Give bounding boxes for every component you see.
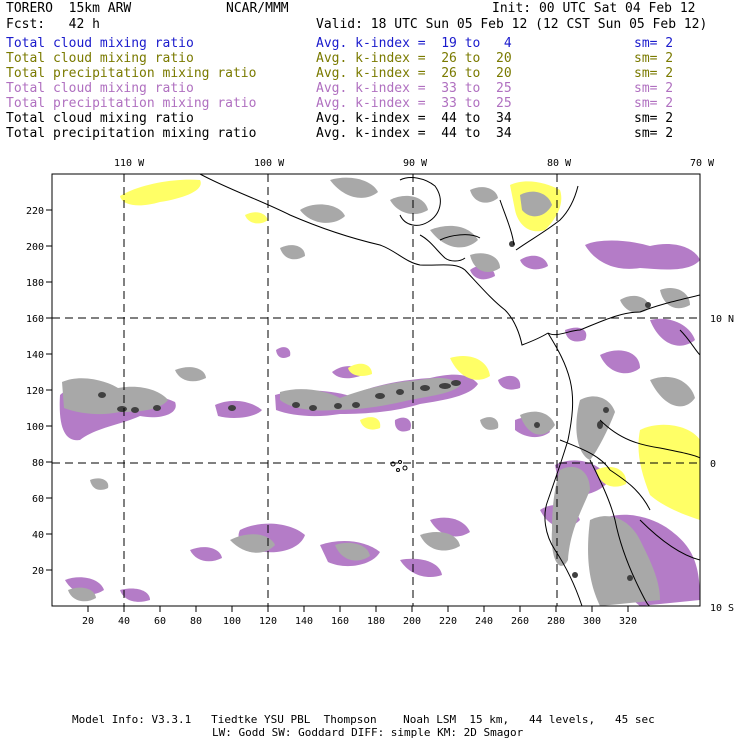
- legend-field: Total precipitation mixing ratio: [6, 126, 257, 141]
- x-tick-label: 160: [331, 616, 349, 627]
- x-tick-label: 200: [403, 616, 421, 627]
- lon-label: 70 W: [690, 158, 715, 169]
- forecast-hour: Fcst: 42 h: [6, 17, 100, 32]
- org-label: NCAR/MMM: [226, 1, 289, 16]
- x-tick-label: 140: [295, 616, 313, 627]
- legend-smooth: sm= 2: [634, 36, 674, 51]
- y-tick-label: 100: [26, 422, 44, 433]
- legend-smooth: sm= 2: [634, 126, 674, 141]
- init-time: Init: 00 UTC Sat 04 Feb 12: [492, 1, 696, 16]
- x-tick-label: 80: [190, 616, 202, 627]
- legend-row: Total cloud mixing ratio Avg. k-index = …: [6, 81, 726, 96]
- galapagos-islands: [390, 460, 408, 472]
- x-tick-label: 300: [583, 616, 601, 627]
- y-axis: 220 200 180 160 140 120 100 80 60 40 20: [26, 206, 52, 577]
- legend-index: Avg. k-index = 44 to 34: [316, 111, 512, 126]
- x-tick-label: 120: [259, 616, 277, 627]
- x-tick-label: 320: [619, 616, 637, 627]
- valid-time: Valid: 18 UTC Sun 05 Feb 12 (12 CST Sun …: [316, 17, 708, 32]
- x-tick-label: 40: [118, 616, 130, 627]
- x-tick-label: 280: [547, 616, 565, 627]
- x-tick-label: 260: [511, 616, 529, 627]
- legend-field: Total cloud mixing ratio: [6, 51, 194, 66]
- y-tick-label: 200: [26, 242, 44, 253]
- legend-index: Avg. k-index = 19 to 4: [316, 36, 512, 51]
- y-tick-label: 80: [32, 458, 44, 469]
- physics-info: LW: Godd SW: Goddard DIFF: simple KM: 2D…: [212, 726, 524, 739]
- x-tick-label: 60: [154, 616, 166, 627]
- gray-cloud-areas: [62, 177, 695, 606]
- lon-label: 100 W: [254, 158, 285, 169]
- x-tick-label: 220: [439, 616, 457, 627]
- y-tick-label: 160: [26, 314, 44, 325]
- coastlines: [199, 174, 700, 606]
- dark-cores: [98, 241, 651, 581]
- legend-index: Avg. k-index = 44 to 34: [316, 126, 512, 141]
- legend-field: Total cloud mixing ratio: [6, 81, 194, 96]
- legend-smooth: sm= 2: [634, 51, 674, 66]
- legend-field: Total precipitation mixing ratio: [6, 66, 257, 81]
- legend-row: Total precipitation mixing ratio Avg. k-…: [6, 126, 726, 141]
- forecast-map: 20 40 60 80 100 120 140 160 180 200 220 240 260 280 30…: [26, 158, 734, 627]
- lon-label: 90 W: [403, 158, 428, 169]
- model-title: TORERO 15km ARW: [6, 1, 132, 16]
- lat-label: 0: [710, 459, 716, 470]
- legend-row: Total precipitation mixing ratio Avg. k-…: [6, 66, 726, 81]
- x-tick-label: 20: [82, 616, 94, 627]
- legend-index: Avg. k-index = 26 to 20: [316, 51, 512, 66]
- model-info: Model Info: V3.3.1 Tiedtke YSU PBL Thomp…: [72, 713, 655, 726]
- lat-label: 10 N: [710, 314, 734, 325]
- x-tick-label: 240: [475, 616, 493, 627]
- x-axis: 20 40 60 80 100 120 140 160 180 200 220 240 260 280 30…: [82, 606, 637, 627]
- legend-smooth: sm= 2: [634, 81, 674, 96]
- yellow-cloud-areas: [120, 179, 700, 574]
- y-tick-label: 120: [26, 386, 44, 397]
- y-tick-label: 180: [26, 278, 44, 289]
- y-tick-label: 140: [26, 350, 44, 361]
- legend-smooth: sm= 2: [634, 66, 674, 81]
- field-layer: [52, 174, 700, 606]
- y-tick-label: 220: [26, 206, 44, 217]
- legend-row: Total cloud mixing ratio Avg. k-index = …: [6, 36, 726, 51]
- legend-row: Total cloud mixing ratio Avg. k-index = …: [6, 111, 726, 126]
- y-tick-label: 60: [32, 494, 44, 505]
- legend-index: Avg. k-index = 33 to 25: [316, 81, 512, 96]
- legend-smooth: sm= 2: [634, 111, 674, 126]
- legend-field: Total precipitation mixing ratio: [6, 96, 257, 111]
- lon-label: 80 W: [547, 158, 572, 169]
- legend-row: Total precipitation mixing ratio Avg. k-…: [6, 96, 726, 111]
- legend-field: Total cloud mixing ratio: [6, 111, 194, 126]
- y-tick-label: 40: [32, 530, 44, 541]
- x-tick-label: 180: [367, 616, 385, 627]
- x-tick-label: 100: [223, 616, 241, 627]
- lon-label: 110 W: [114, 158, 145, 169]
- legend-smooth: sm= 2: [634, 96, 674, 111]
- legend-field: Total cloud mixing ratio: [6, 36, 194, 51]
- lat-label: 10 S: [710, 603, 734, 614]
- legend-index: Avg. k-index = 26 to 20: [316, 66, 512, 81]
- y-tick-label: 20: [32, 566, 44, 577]
- legend-row: Total cloud mixing ratio Avg. k-index = …: [6, 51, 726, 66]
- graticule: [52, 174, 700, 606]
- legend-index: Avg. k-index = 33 to 25: [316, 96, 512, 111]
